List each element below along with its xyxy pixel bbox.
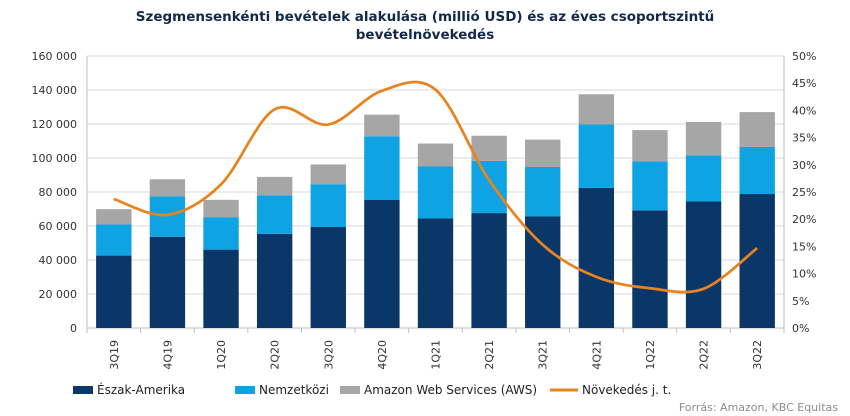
right-axis-tick-label: 20%: [792, 213, 816, 226]
bar-segment: [149, 179, 186, 197]
x-axis-tick-label: 1Q20: [215, 340, 228, 370]
bar-segment: [256, 195, 293, 234]
right-axis-tick-label: 25%: [792, 186, 816, 199]
legend-label: Amazon Web Services (AWS): [364, 383, 537, 397]
legend-label: Nemzetközi: [259, 383, 329, 397]
source-note: Forrás: Amazon, KBC Equitas: [678, 401, 838, 414]
bar-segment: [364, 136, 400, 200]
bar-segment: [310, 184, 346, 228]
x-axis-tick-label: 2Q21: [483, 340, 496, 370]
legend-swatch: [340, 386, 360, 394]
bar-segment: [417, 166, 454, 219]
x-axis-tick-label: 3Q20: [322, 340, 335, 370]
bar-segment: [96, 224, 132, 256]
x-axis-tick-label: 2Q22: [698, 340, 711, 370]
bar-segment: [525, 139, 561, 168]
right-axis-tick-label: 30%: [792, 159, 816, 172]
x-axis-tick-label: 3Q21: [537, 340, 550, 370]
bar-segment: [578, 187, 615, 328]
chart-title-line-1: Szegmensenkénti bevételek alakulása (mil…: [135, 9, 715, 25]
bar-segment: [364, 199, 400, 328]
bar-segment: [310, 164, 346, 185]
left-axis-tick-label: 100 000: [32, 152, 78, 165]
right-axis-tick-label: 35%: [792, 132, 816, 145]
bar-segment: [203, 249, 239, 328]
x-axis-tick-label: 2Q20: [269, 340, 282, 370]
bar-segment: [203, 217, 239, 250]
right-axis-tick-label: 45%: [792, 77, 816, 90]
x-axis-tick-label: 1Q21: [430, 340, 443, 370]
x-axis-tick-label: 4Q19: [161, 340, 174, 370]
right-axis-tick-label: 5%: [792, 295, 809, 308]
bar-segment: [203, 199, 239, 218]
bar-segment: [96, 255, 132, 328]
right-axis-tick-label: 15%: [792, 240, 816, 253]
x-axis-tick-label: 3Q19: [108, 340, 121, 370]
left-axis-tick-label: 20 000: [39, 288, 78, 301]
chart-title-line-2: bevételnövekedés: [355, 27, 495, 43]
legend-label: Észak-Amerika: [97, 382, 185, 397]
left-axis-tick-label: 40 000: [39, 254, 78, 267]
bar-segment: [632, 161, 668, 211]
left-axis-tick-label: 80 000: [39, 186, 78, 199]
right-axis-tick-label: 40%: [792, 104, 816, 117]
bar-segment: [471, 135, 507, 161]
x-axis-tick-label: 4Q21: [590, 340, 603, 370]
x-axis-tick-label: 1Q22: [644, 340, 657, 370]
x-axis-tick-label: 4Q20: [376, 340, 389, 370]
bar-segment: [149, 236, 186, 328]
legend-swatch: [235, 386, 255, 394]
bar-segment: [739, 194, 775, 328]
legend-swatch: [73, 386, 93, 394]
bar-segment: [417, 143, 454, 167]
bar-segment: [364, 114, 400, 137]
x-axis-tick-label: 3Q22: [751, 340, 764, 370]
left-axis-tick-label: 60 000: [39, 220, 78, 233]
bar-segment: [525, 167, 561, 217]
legend-label: Növekedés j. t.: [582, 383, 671, 397]
bar-segment: [578, 124, 615, 188]
bar-segment: [739, 112, 775, 147]
bar-segment: [471, 160, 507, 214]
bar-segment: [632, 130, 668, 162]
bar-segment: [685, 155, 722, 202]
right-axis-tick-label: 0%: [792, 322, 809, 335]
left-axis-tick-label: 160 000: [32, 50, 78, 63]
bar-segment: [685, 121, 722, 156]
right-axis-tick-label: 50%: [792, 50, 816, 63]
bar-segment: [310, 227, 346, 328]
bar-segment: [578, 94, 615, 125]
right-axis-tick-label: 10%: [792, 268, 816, 281]
bar-segment: [256, 233, 293, 328]
bar-segment: [632, 210, 668, 328]
bar-segment: [739, 146, 775, 195]
left-axis-tick-label: 0: [70, 322, 77, 335]
bar-segment: [149, 196, 186, 237]
chart-title: Szegmensenkénti bevételek alakulása (mil…: [0, 8, 850, 44]
growth-line: [113, 80, 759, 294]
bar-segment: [685, 201, 722, 328]
bar-segment: [256, 176, 293, 196]
bar-segment: [471, 213, 507, 328]
bar-segment: [417, 218, 454, 328]
left-axis-tick-label: 120 000: [32, 118, 78, 131]
bar-segment: [96, 209, 132, 225]
left-axis-tick-label: 140 000: [32, 84, 78, 97]
